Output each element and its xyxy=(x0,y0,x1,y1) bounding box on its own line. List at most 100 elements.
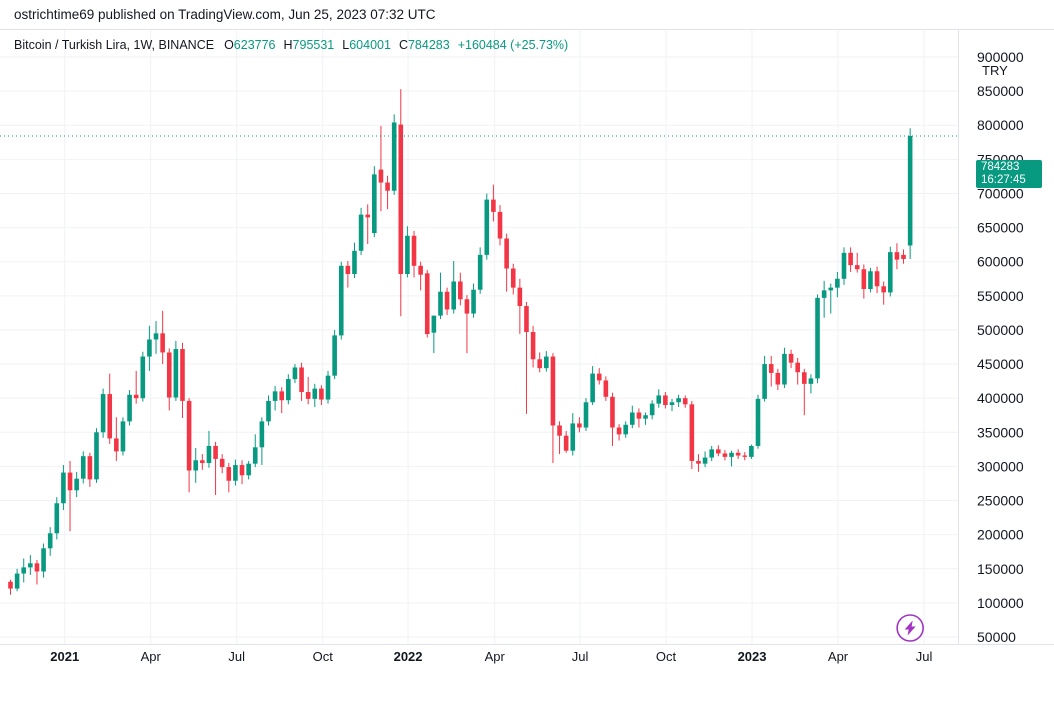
candle-body xyxy=(266,400,271,422)
candle-body xyxy=(596,373,602,381)
candle-body xyxy=(848,252,853,266)
candle-body xyxy=(286,379,291,401)
svg-text:550000: 550000 xyxy=(977,288,1024,304)
candle-body xyxy=(405,235,410,274)
candle-body xyxy=(233,465,238,481)
candle-body xyxy=(319,388,324,400)
svg-text:500000: 500000 xyxy=(977,322,1024,338)
svg-text:700000: 700000 xyxy=(977,185,1024,201)
candle-body xyxy=(272,391,278,401)
close-label: C xyxy=(398,38,408,52)
candle-body xyxy=(358,214,364,251)
candle-body xyxy=(491,199,496,212)
candle-body xyxy=(252,447,258,464)
candle-body xyxy=(504,238,509,269)
candle-body xyxy=(802,372,807,384)
svg-text:Jul: Jul xyxy=(572,649,589,664)
low-value: 604001 xyxy=(349,38,391,52)
candle-body xyxy=(907,135,913,246)
svg-text:2021: 2021 xyxy=(50,649,79,664)
svg-text:150000: 150000 xyxy=(977,561,1024,577)
open-label: O xyxy=(224,38,234,52)
candle-body xyxy=(636,412,642,419)
candle-body xyxy=(901,254,906,259)
open-value: 623776 xyxy=(233,38,276,52)
candle-body xyxy=(530,331,536,360)
candle-body xyxy=(610,396,615,428)
candle-body xyxy=(775,372,781,385)
candle-body xyxy=(74,478,79,491)
candle-body xyxy=(385,182,390,191)
attribution-bar: ostrichtime69 published on TradingView.c… xyxy=(0,0,1054,29)
candle-body xyxy=(471,289,476,314)
svg-text:900000: 900000 xyxy=(977,49,1024,65)
candle-body xyxy=(54,503,60,534)
time-axis[interactable]: 2021 Apr Jul Oct 2022 Apr Jul Oct 2023 Apr Jul xyxy=(50,649,932,664)
candle-body xyxy=(312,388,318,399)
svg-text:Apr: Apr xyxy=(485,649,506,664)
candle-body xyxy=(861,269,867,289)
candle-body xyxy=(788,353,794,363)
candle-body xyxy=(219,458,225,468)
symbol-title: Bitcoin / Turkish Lira, 1W, BINANCE xyxy=(14,38,215,52)
candle-body xyxy=(14,573,20,589)
candle-body xyxy=(682,398,688,405)
candle-body xyxy=(484,199,490,255)
candle-body xyxy=(729,452,734,457)
candle-body xyxy=(246,463,251,476)
candle-body xyxy=(768,364,774,373)
candle-body xyxy=(570,423,576,451)
candle-body xyxy=(153,333,159,340)
svg-text:400000: 400000 xyxy=(977,390,1024,406)
change-value: +160484 (+25.73%) xyxy=(457,38,569,52)
candle-body xyxy=(186,400,192,471)
candle-body xyxy=(8,581,13,589)
candle-body xyxy=(544,356,549,369)
candle-body xyxy=(524,306,529,332)
candle-body xyxy=(881,286,886,293)
candle-body xyxy=(21,567,27,574)
chart-widget[interactable]: 50000 100000 150000 200000 250000 300000 35000… xyxy=(0,29,1054,668)
svg-text:650000: 650000 xyxy=(977,220,1024,236)
high-value: 795531 xyxy=(292,38,335,52)
candle-body xyxy=(510,268,516,288)
idea-lightning-marker[interactable] xyxy=(896,614,924,642)
candle-body xyxy=(338,265,344,336)
candle-body xyxy=(868,271,873,289)
candle-body xyxy=(630,412,635,425)
candle-body xyxy=(372,174,377,234)
candle-body xyxy=(716,449,721,454)
candle-body xyxy=(557,425,562,436)
last-price-badge: 784283 16:27:45 xyxy=(976,160,1042,188)
svg-text:Jul: Jul xyxy=(228,649,245,664)
candle-body xyxy=(603,380,609,397)
svg-text:100000: 100000 xyxy=(977,595,1024,611)
candle-body xyxy=(213,445,218,459)
candle-body xyxy=(762,364,767,399)
svg-text:350000: 350000 xyxy=(977,424,1024,440)
candlestick-chart[interactable]: 50000 100000 150000 200000 250000 300000 35000… xyxy=(0,30,1054,669)
svg-text:Oct: Oct xyxy=(313,649,334,664)
low-label: L xyxy=(342,38,350,52)
candle-body xyxy=(279,391,285,401)
lightning-icon xyxy=(904,620,916,636)
candle-body xyxy=(887,252,893,293)
candle-body xyxy=(854,265,860,270)
candle-body xyxy=(755,398,761,446)
price-axis[interactable]: 50000 100000 150000 200000 250000 300000 35000… xyxy=(977,49,1024,645)
candle-body xyxy=(656,395,662,404)
candle-body xyxy=(643,415,648,419)
candle-body xyxy=(120,421,126,452)
candle-body xyxy=(649,403,655,416)
candle-body xyxy=(537,359,542,369)
svg-text:Apr: Apr xyxy=(141,649,162,664)
candle-body xyxy=(577,423,582,428)
candle-body xyxy=(550,356,556,426)
footer: TradingView xyxy=(0,668,1054,702)
candle-body xyxy=(292,367,298,380)
candle-body xyxy=(206,445,212,463)
candle-body xyxy=(41,548,46,572)
candle-body xyxy=(305,392,311,399)
candle-body xyxy=(352,250,357,274)
candle-body xyxy=(696,460,701,464)
